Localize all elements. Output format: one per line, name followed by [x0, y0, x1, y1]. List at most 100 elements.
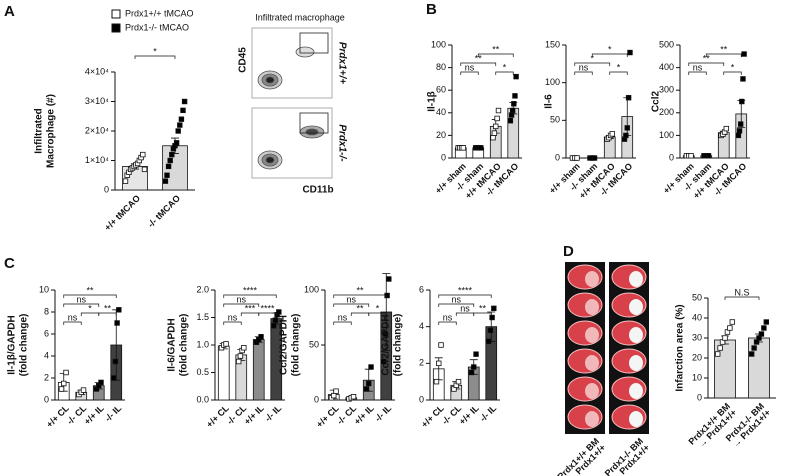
data-point	[736, 128, 743, 134]
y-tick-label: 80	[436, 62, 446, 72]
data-point	[468, 369, 475, 376]
data-point	[625, 95, 632, 101]
significance-label: *	[608, 44, 612, 54]
flow-y-label: CD45	[238, 47, 249, 73]
flow-title: Infiltrated macrophage	[255, 12, 345, 22]
y-tick-label: 0	[104, 184, 109, 194]
significance-label: ns	[460, 303, 470, 313]
data-point	[727, 325, 733, 331]
y-tick-label: 20	[436, 130, 446, 140]
category-label: +/+ IL	[242, 403, 266, 427]
data-point	[609, 131, 616, 137]
y-tick-label: 500	[659, 39, 674, 49]
y-tick-label: 50	[550, 115, 560, 125]
data-point	[366, 380, 372, 387]
significance-label: ****	[243, 285, 258, 295]
significance-label: ns	[465, 62, 475, 72]
significance-label: ***	[245, 303, 256, 313]
y-tick-label: 1.0	[196, 339, 209, 349]
data-point	[436, 360, 442, 367]
significance-bracket	[63, 294, 117, 298]
data-point	[487, 327, 494, 334]
data-point	[688, 153, 694, 159]
significance-label: *	[376, 303, 380, 313]
y-tick-label: 30	[692, 332, 702, 342]
data-point	[165, 163, 172, 170]
data-point	[493, 123, 499, 130]
data-point	[173, 140, 180, 146]
significance-bracket	[134, 55, 176, 59]
significance-label: **	[703, 53, 711, 63]
data-point	[61, 380, 67, 387]
y-tick-label: 4	[44, 350, 49, 360]
y-tick-label: 6	[419, 284, 424, 294]
data-point	[489, 314, 495, 321]
significance-bracket	[688, 71, 707, 75]
significance-bracket	[609, 71, 628, 75]
data-point	[98, 379, 104, 386]
significance-label: *	[153, 46, 157, 56]
flow-x-label: CD11b	[302, 185, 333, 196]
significance-label: *	[590, 53, 594, 63]
data-point	[237, 353, 244, 359]
y-axis-label: Il-6	[544, 94, 555, 109]
significance-bracket	[724, 296, 760, 300]
legend-swatch	[111, 23, 121, 33]
data-point	[164, 172, 170, 178]
significance-bracket	[223, 321, 242, 325]
y-tick-label: 50	[309, 339, 319, 349]
significance-bracket	[438, 294, 492, 298]
data-point	[763, 319, 770, 325]
data-point	[386, 276, 392, 282]
data-point	[167, 157, 173, 164]
y-tick-label: 0.5	[196, 367, 209, 377]
significance-bracket	[63, 321, 82, 325]
y-tick-label: 2	[419, 358, 424, 368]
category-label: -/- IL	[263, 403, 284, 424]
significance-bracket	[240, 312, 260, 316]
infarct	[629, 327, 643, 343]
y-tick-label: 4	[419, 321, 424, 331]
infarct	[629, 299, 643, 315]
infarct	[629, 411, 643, 427]
y-tick-label: 4×10⁴	[85, 66, 109, 76]
y-tick-label: 400	[659, 62, 674, 72]
data-point	[276, 309, 282, 315]
category-label: +/+ IL	[82, 403, 106, 427]
y-tick-label: 300	[659, 85, 674, 95]
significance-bracket	[63, 303, 100, 307]
brain-images	[565, 262, 649, 434]
data-point	[177, 122, 183, 128]
data-point	[494, 115, 500, 122]
infarct	[585, 327, 599, 343]
y-tick-label: 150	[545, 39, 560, 49]
data-point	[508, 112, 515, 118]
significance-label: **	[104, 303, 112, 313]
significance-label: **	[720, 44, 728, 54]
data-point	[223, 341, 229, 347]
data-point	[748, 351, 755, 357]
data-point	[729, 319, 736, 325]
y-axis-label: (fold change)	[19, 314, 30, 377]
significance-label: **	[475, 53, 483, 63]
infarct	[629, 383, 643, 399]
significance-label: **	[86, 285, 94, 295]
y-tick-label: 0	[697, 392, 702, 402]
significance-bracket	[333, 294, 387, 298]
y-tick-label: 1×10⁴	[85, 155, 109, 165]
data-point	[270, 323, 277, 329]
y-axis-label: Macrophage (#)	[46, 94, 57, 168]
significance-label: *	[503, 62, 507, 72]
category-label: +/+ tMCAO	[102, 193, 142, 233]
y-tick-label: 100	[304, 284, 319, 294]
y-tick-label: 0	[314, 394, 319, 404]
data-point	[241, 345, 247, 351]
significance-bracket	[574, 62, 611, 66]
significance-label: ns	[236, 294, 246, 304]
data-point	[331, 392, 337, 399]
category-label: +/+ IL	[457, 403, 481, 427]
data-point	[235, 358, 242, 365]
infarct	[585, 383, 599, 399]
data-point	[384, 292, 390, 299]
